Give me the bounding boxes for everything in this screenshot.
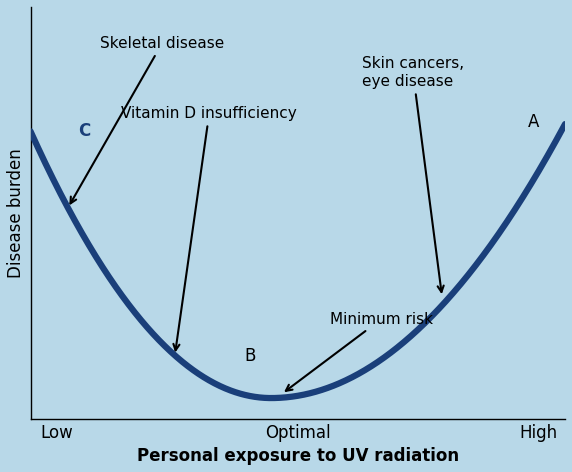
Y-axis label: Disease burden: Disease burden — [7, 148, 25, 278]
Text: C: C — [78, 122, 91, 140]
Text: Skeletal disease: Skeletal disease — [70, 36, 224, 203]
X-axis label: Personal exposure to UV radiation: Personal exposure to UV radiation — [137, 447, 459, 465]
Text: Vitamin D insufficiency: Vitamin D insufficiency — [121, 106, 297, 350]
Text: Minimum risk: Minimum risk — [286, 312, 433, 391]
Text: Skin cancers,
eye disease: Skin cancers, eye disease — [362, 56, 464, 292]
Text: B: B — [244, 347, 255, 365]
Text: A: A — [527, 113, 539, 131]
